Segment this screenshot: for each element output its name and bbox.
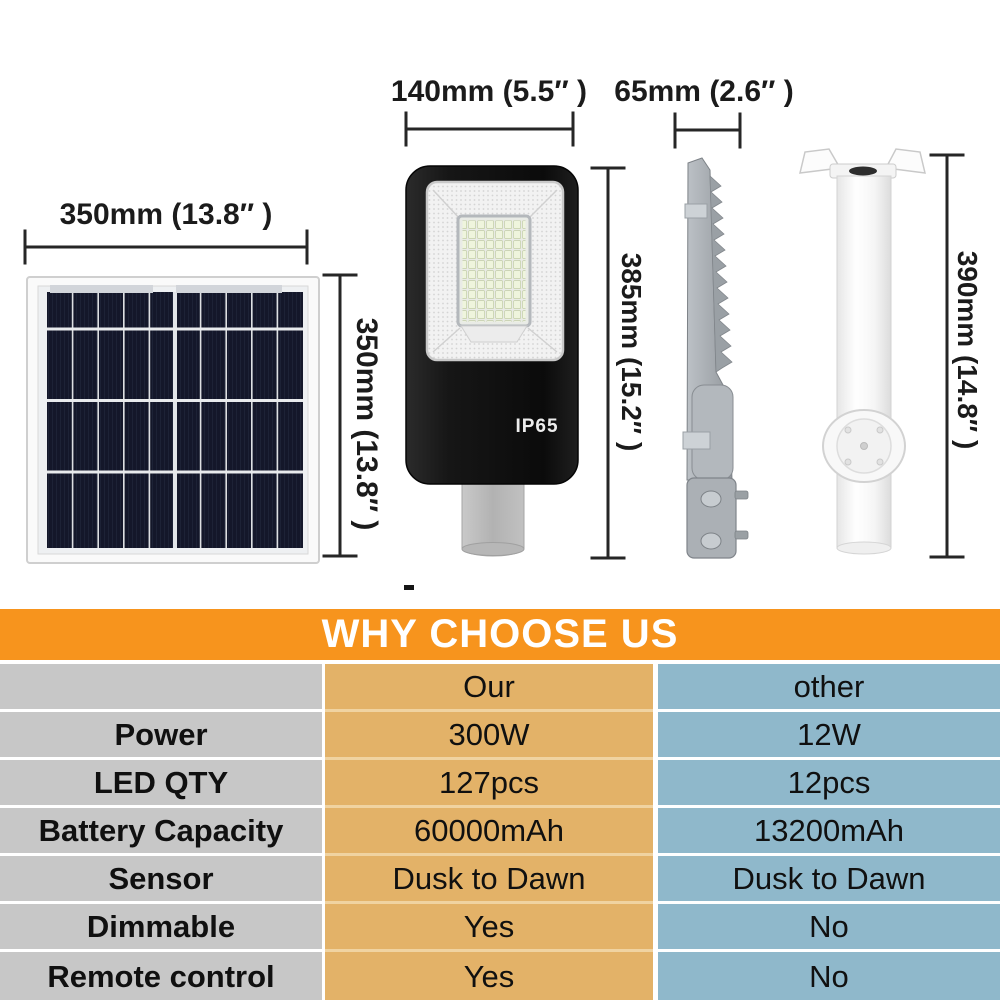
- panel-row-lines: [47, 327, 303, 474]
- our-sensor: Dusk to Dawn: [325, 856, 653, 901]
- pole-tube: [836, 175, 892, 549]
- row-label-power: Power: [0, 712, 322, 757]
- dimension-diagram-section: IP65: [23, 75, 983, 590]
- street-light-front-image: IP65: [405, 165, 579, 557]
- row-label-sensor: Sensor: [0, 856, 322, 901]
- side-screw: [734, 490, 749, 500]
- table-label-column: Power LED QTY Battery Capacity Sensor Di…: [0, 664, 322, 1000]
- table-our-column: Our 300W 127pcs 60000mAh Dusk to Dawn Ye…: [325, 664, 653, 1000]
- row-label-dimmable: Dimmable: [0, 904, 322, 949]
- our-dimmable: Yes: [325, 904, 653, 949]
- row-label-led-qty: LED QTY: [0, 760, 322, 805]
- street-light-side-image: [682, 157, 749, 559]
- stray-mark: [404, 585, 414, 590]
- head-height-label: 385mm (15.2″ ): [616, 253, 647, 452]
- our-power: 300W: [325, 712, 653, 757]
- panel-busbar: [176, 285, 282, 293]
- head-width-label: 140mm (5.5″ ): [391, 75, 587, 108]
- table-other-column: other 12W 12pcs 13200mAh Dusk to Dawn No…: [658, 664, 1000, 1000]
- pole-height-label: 390mm (14.8″ ): [952, 251, 983, 450]
- mounting-pole-image: [799, 148, 926, 555]
- col-header-our: Our: [325, 664, 653, 709]
- row-label-battery: Battery Capacity: [0, 808, 322, 853]
- side-clamp-lower: [682, 431, 711, 450]
- bracket-hole: [849, 166, 877, 176]
- side-mount-box: [686, 477, 737, 559]
- dimension-lines: [23, 111, 965, 560]
- led-array: [462, 220, 526, 322]
- panel-busbar: [50, 285, 153, 293]
- other-battery: 13200mAh: [658, 808, 1000, 853]
- other-power: 12W: [658, 712, 1000, 757]
- side-screw: [734, 530, 749, 540]
- head-depth-label: 65mm (2.6″ ): [614, 75, 793, 108]
- other-sensor: Dusk to Dawn: [658, 856, 1000, 901]
- table-title-bar: WHY CHOOSE US: [0, 609, 1000, 660]
- table-title: WHY CHOOSE US: [321, 612, 679, 656]
- dimension-diagram-canvas: IP65: [23, 75, 983, 590]
- solar-panel-image: [26, 276, 320, 564]
- panel-gridlines: [71, 292, 279, 548]
- ip-rating-label: IP65: [515, 416, 558, 437]
- other-led-qty: 12pcs: [658, 760, 1000, 805]
- side-heatsink-fins: [709, 175, 733, 373]
- reflector-lower-bevel: [460, 325, 528, 343]
- row-label-remote: Remote control: [0, 952, 322, 1000]
- our-remote: Yes: [325, 952, 653, 1000]
- reflector-bevel-lines: [432, 189, 558, 353]
- other-dimmable: No: [658, 904, 1000, 949]
- our-battery: 60000mAh: [325, 808, 653, 853]
- our-led-qty: 127pcs: [325, 760, 653, 805]
- panel-width-label: 350mm (13.8″ ): [60, 198, 273, 231]
- cell-corner-blank: [0, 664, 322, 709]
- panel-height-label: 350mm (13.8″ ): [350, 318, 383, 531]
- other-remote: No: [658, 952, 1000, 1000]
- side-clamp-upper: [684, 203, 708, 219]
- col-header-other: other: [658, 664, 1000, 709]
